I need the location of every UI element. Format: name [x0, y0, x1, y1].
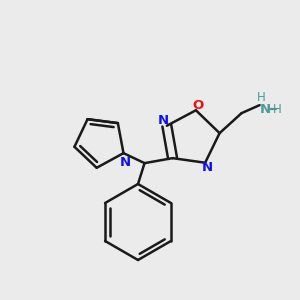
- Text: H: H: [273, 103, 282, 116]
- Text: N: N: [120, 156, 131, 169]
- Text: H: H: [257, 91, 266, 103]
- Text: N: N: [260, 103, 271, 116]
- Text: N: N: [202, 161, 213, 174]
- Text: O: O: [192, 99, 203, 112]
- Text: N: N: [157, 114, 168, 127]
